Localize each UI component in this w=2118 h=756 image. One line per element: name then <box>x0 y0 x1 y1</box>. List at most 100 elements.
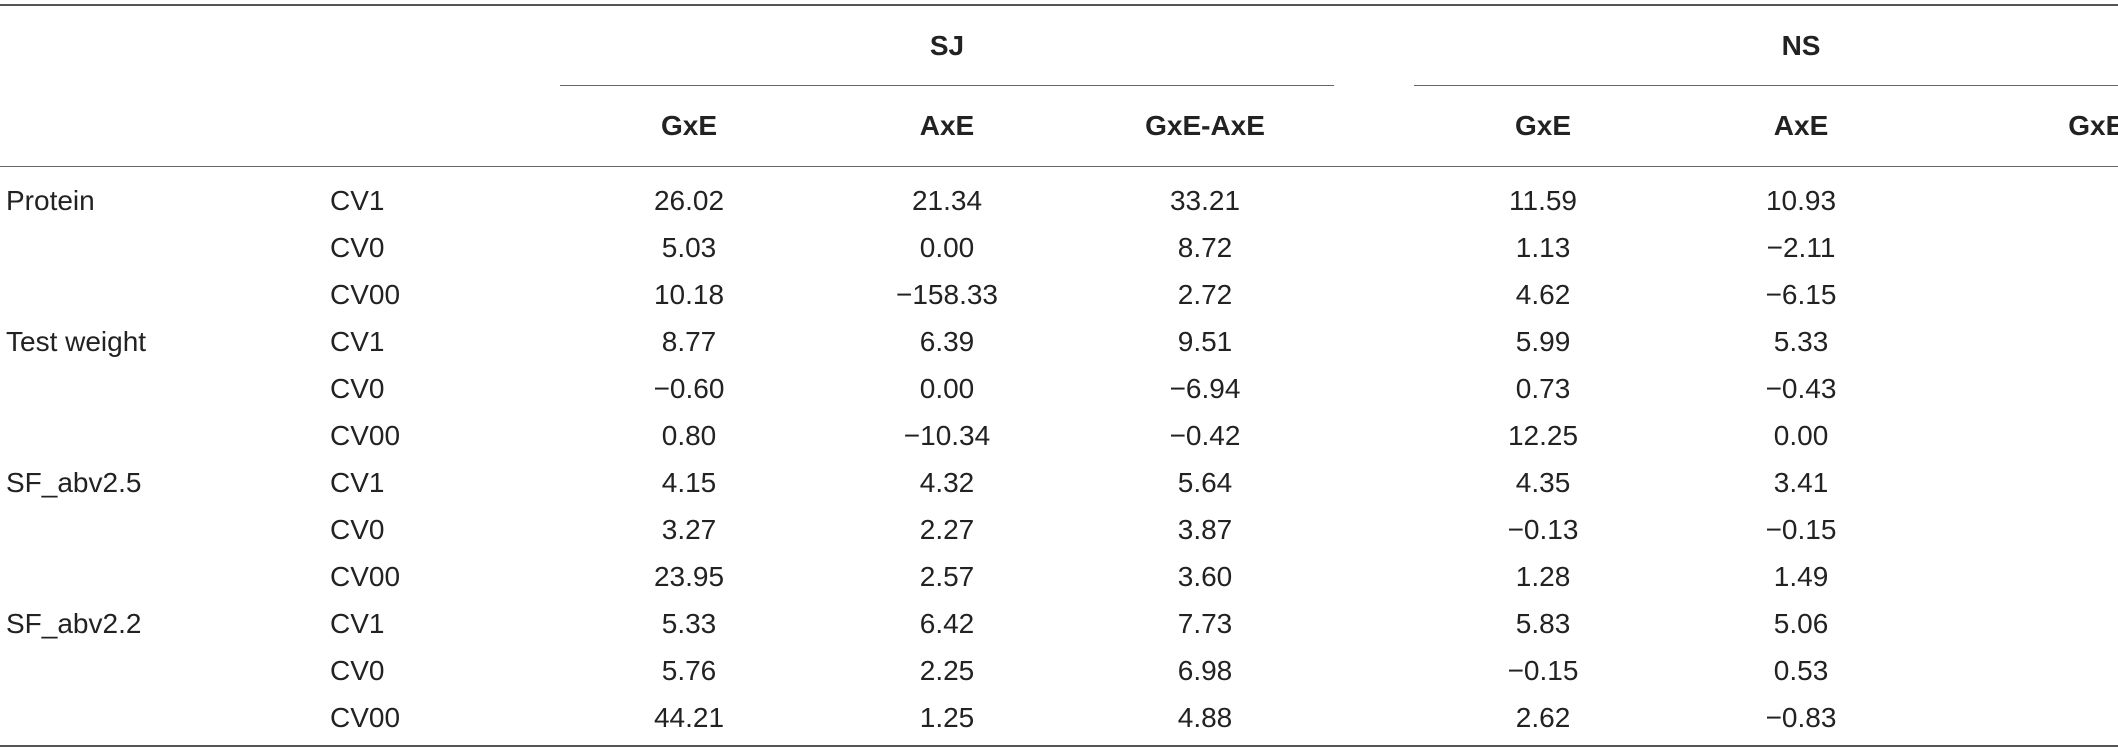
value-cell: 6.42 <box>919 607 975 639</box>
value-cell: 1.49 <box>1773 560 1829 592</box>
subheader-blank-scheme <box>300 85 560 167</box>
value-cell: 4.88 <box>1076 694 1335 747</box>
value-cell: 0.56 <box>1930 224 2118 271</box>
value-cell: 5.83 <box>1515 607 1571 639</box>
value-cell: 5.47 <box>1930 459 2118 506</box>
trait-cell <box>0 553 300 600</box>
scheme-cell: CV00 <box>300 694 560 747</box>
trait-cell: SF_abv2.2 <box>6 607 142 639</box>
value-cell: 2.57 <box>919 560 975 592</box>
value-cell: 3.27 <box>661 513 717 545</box>
value-cell: 12.25 <box>1507 419 1579 451</box>
value-cell: 3.41 <box>1773 466 1829 498</box>
value-cell: 1.13 <box>1515 231 1571 263</box>
value-cell: −0.42 <box>1169 419 1241 451</box>
scheme-cell: CV1 <box>330 184 385 216</box>
value-cell: 10.18 <box>653 278 725 310</box>
table-row: CV0 5.76 2.25 6.98 −0.15 0.53 −1.42 <box>0 647 2118 694</box>
value-cell: 8.77 <box>661 325 717 357</box>
value-cell: 5.64 <box>1177 466 1233 498</box>
table-row: CV00 10.18 −158.33 2.72 4.62 −6.15 2.44 <box>0 271 2118 318</box>
trait-cell <box>0 694 300 747</box>
value-cell: −0.15 <box>1507 654 1579 686</box>
value-cell: 10.93 <box>1765 184 1837 216</box>
table-row: Protein CV1 26.02 21.34 33.21 11.59 10.93 15.19 <box>0 167 2118 225</box>
value-cell: 0.00 <box>1930 694 2118 747</box>
group-header-sj: SJ <box>560 4 1335 86</box>
value-cell: −0.60 <box>653 372 725 404</box>
table-row: SF_abv2.2 CV1 5.33 6.42 7.73 5.83 5.06 7.69 <box>0 600 2118 647</box>
trait-cell <box>0 647 300 694</box>
table-row: CV0 −0.60 0.00 −6.94 0.73 −0.43 3.58 <box>0 365 2118 412</box>
trait-cell <box>0 365 300 412</box>
gap-cell <box>1334 647 1414 694</box>
scheme-cell: CV00 <box>330 278 401 310</box>
value-cell: 1.28 <box>1515 560 1571 592</box>
table-row: CV00 0.80 −10.34 −0.42 12.25 0.00 0.60 <box>0 412 2118 459</box>
value-cell: 3.60 <box>1177 560 1233 592</box>
value-cell: 5.33 <box>1773 325 1829 357</box>
gap-cell <box>1334 365 1414 412</box>
value-cell: 5.33 <box>661 607 717 639</box>
trait-cell <box>0 271 300 318</box>
value-cell: 5.06 <box>1773 607 1829 639</box>
results-table: SJ NS GxE AxE GxE-AxE GxE AxE GxE-AxE Pr… <box>0 4 2118 747</box>
value-cell: 0.53 <box>1773 654 1829 686</box>
value-cell: 0.60 <box>1930 412 2118 459</box>
value-cell: 7.99 <box>1930 318 2118 365</box>
value-cell: 4.62 <box>1515 278 1571 310</box>
header-blank-scheme <box>300 4 560 86</box>
scheme-cell: CV00 <box>330 560 401 592</box>
table-row: CV00 23.95 2.57 3.60 1.28 1.49 0.00 <box>0 553 2118 600</box>
gap-cell <box>1334 506 1414 553</box>
column-header-ns-gxe-axe: GxE-AxE <box>1930 85 2118 167</box>
value-cell: 0.73 <box>1515 372 1571 404</box>
value-cell: −0.13 <box>1507 513 1579 545</box>
header-gap <box>1334 4 1415 86</box>
gap-cell <box>1334 167 1414 225</box>
gap-cell <box>1334 600 1414 647</box>
column-header-sj-gxe-axe: GxE-AxE <box>1076 85 1335 167</box>
value-cell: 2.62 <box>1414 694 1673 747</box>
subheader-blank-trait <box>0 85 300 167</box>
scheme-cell: CV1 <box>330 325 385 357</box>
value-cell: 9.51 <box>1177 325 1233 357</box>
value-cell: −6.94 <box>1169 372 1241 404</box>
group-header-ns: NS <box>1414 4 2118 86</box>
value-cell: −10.34 <box>903 419 991 451</box>
column-header-sj-gxe: GxE <box>560 85 818 167</box>
value-cell: −0.83 <box>1672 694 1931 747</box>
value-cell: 11.59 <box>1509 184 1578 216</box>
value-cell: 7.69 <box>1930 600 2118 647</box>
value-cell: −1.42 <box>1930 647 2118 694</box>
value-cell: 3.58 <box>1930 365 2118 412</box>
value-cell: 23.95 <box>653 560 725 592</box>
value-cell: 0.80 <box>661 419 717 451</box>
value-cell: 44.21 <box>560 694 818 747</box>
trait-cell <box>0 412 300 459</box>
value-cell: −0.43 <box>1765 372 1837 404</box>
column-header-ns-axe: AxE <box>1672 85 1931 167</box>
scheme-cell: CV1 <box>330 466 385 498</box>
value-cell: 4.15 <box>661 466 717 498</box>
column-header-sj-axe: AxE <box>818 85 1076 167</box>
value-cell: 26.02 <box>653 184 725 216</box>
header-blank-trait <box>0 4 300 86</box>
gap-cell <box>1334 271 1414 318</box>
value-cell: 0.00 <box>1773 419 1829 451</box>
value-cell: 5.76 <box>661 654 717 686</box>
scheme-cell: CV1 <box>330 607 385 639</box>
table-header: SJ NS GxE AxE GxE-AxE GxE AxE GxE-AxE <box>0 4 2118 167</box>
scheme-cell: CV0 <box>330 231 385 263</box>
gap-cell <box>1334 459 1414 506</box>
scheme-cell: CV00 <box>330 419 401 451</box>
trait-cell: Protein <box>6 184 95 216</box>
value-cell: 6.98 <box>1177 654 1233 686</box>
value-cell: −6.15 <box>1765 278 1837 310</box>
value-cell: 33.21 <box>1169 184 1241 216</box>
subheader-gap <box>1334 85 1415 167</box>
table-row: CV0 3.27 2.27 3.87 −0.13 −0.15 −0.80 <box>0 506 2118 553</box>
value-cell: 2.44 <box>1930 271 2118 318</box>
column-header-ns-gxe: GxE <box>1414 85 1673 167</box>
